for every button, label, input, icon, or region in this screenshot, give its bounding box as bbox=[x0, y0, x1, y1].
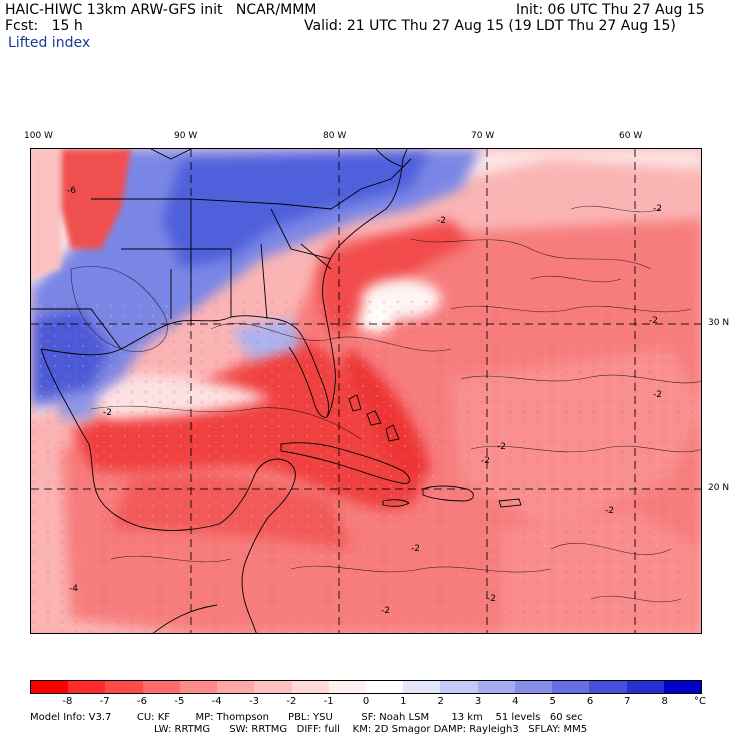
colorbar-tick-label: -8 bbox=[62, 696, 73, 707]
lon-label-60w: 60 W bbox=[619, 131, 643, 141]
coastlines bbox=[31, 149, 522, 633]
colorbar-cell bbox=[68, 681, 106, 693]
colorbar-tick-label: -6 bbox=[137, 696, 147, 707]
model-title: HAIC-HIWC 13km ARW-GFS init NCAR/MMM bbox=[5, 2, 317, 18]
colorbar-cell bbox=[254, 681, 292, 693]
contour-label: -2 bbox=[653, 390, 662, 400]
contours bbox=[70, 205, 701, 603]
lon-label-70w: 70 W bbox=[471, 131, 495, 141]
contour-label: -2 bbox=[487, 594, 496, 604]
field-texture bbox=[31, 299, 701, 633]
valid-time: Valid: 21 UTC Thu 27 Aug 15 (19 LDT Thu … bbox=[304, 18, 676, 34]
colorbar-cell bbox=[217, 681, 255, 693]
colorbar-tick-label: -4 bbox=[211, 696, 222, 707]
colorbar-tick-label: 6 bbox=[586, 696, 594, 707]
lifted-index-map: -6 -2 -2 -2 -2 -4 -2 -2 -2 -2 -2 -2 -2 bbox=[30, 148, 702, 634]
colorbar-tick-label: 5 bbox=[549, 696, 556, 707]
colorbar-tick-label: 7 bbox=[624, 696, 631, 707]
contour-label: -2 bbox=[653, 204, 662, 214]
colorbar-cell bbox=[142, 681, 180, 693]
field-name: Lifted index bbox=[8, 35, 91, 51]
contour-label: -4 bbox=[69, 584, 78, 594]
colorbar-cell bbox=[179, 681, 218, 693]
colorbar-cell bbox=[365, 681, 404, 693]
colorbar-tick-label: -3 bbox=[249, 696, 259, 707]
colorbar-cell bbox=[328, 681, 366, 693]
colorbar-unit: °C bbox=[694, 696, 706, 707]
lat-label-30n: 30 N bbox=[708, 318, 730, 328]
lon-label-90w: 90 W bbox=[174, 131, 198, 141]
colorbar-tick-label: -1 bbox=[323, 696, 334, 707]
colorbar-cell bbox=[663, 681, 701, 693]
contour-label: -2 bbox=[103, 408, 112, 418]
colorbar-cell bbox=[589, 681, 627, 693]
colorbar-cell bbox=[440, 681, 478, 693]
contour-label: -2 bbox=[437, 216, 446, 226]
contour-label: -2 bbox=[605, 506, 614, 516]
forecast-hour: Fcst: 15 h bbox=[5, 18, 83, 34]
colorbar-cell bbox=[626, 681, 664, 693]
colorbar-tick-label: -2 bbox=[286, 696, 297, 707]
colorbar-tick-label: 3 bbox=[474, 696, 482, 707]
colorbar-cell bbox=[403, 681, 441, 693]
colorbar-cell bbox=[514, 681, 553, 693]
colorbar-cell bbox=[105, 681, 143, 693]
contour-label: -2 bbox=[381, 606, 390, 616]
contour-label: -6 bbox=[67, 186, 76, 196]
init-time: Init: 06 UTC Thu 27 Aug 15 bbox=[516, 2, 705, 18]
colorbar-tick-label: 1 bbox=[400, 696, 407, 707]
lat-label-20n: 20 N bbox=[708, 483, 730, 493]
colorbar bbox=[30, 680, 702, 694]
colorbar-cell bbox=[291, 681, 329, 693]
lon-label-100w: 100 W bbox=[24, 131, 53, 141]
contour-label: -2 bbox=[497, 442, 506, 452]
colorbar-tick-label: 0 bbox=[362, 696, 370, 707]
colorbar-tick-label: 2 bbox=[437, 696, 444, 707]
colorbar-tick-label: -7 bbox=[99, 696, 110, 707]
contour-label: -2 bbox=[649, 316, 658, 326]
contour-label: -2 bbox=[481, 456, 490, 466]
colorbar-cell bbox=[477, 681, 515, 693]
footer-model-info: Model Info: V3.7 CU: KF MP: Thompson PBL… bbox=[30, 712, 583, 723]
colorbar-cell bbox=[552, 681, 590, 693]
colorbar-tick-label: 4 bbox=[512, 696, 519, 707]
contour-labels: -6 -2 -2 -2 -2 -4 -2 -2 -2 -2 -2 -2 -2 bbox=[67, 186, 662, 616]
colorbar-tick-label: 8 bbox=[661, 696, 668, 707]
footer-physics: LW: RRTMG SW: RRTMG DIFF: full KM: 2D Sm… bbox=[154, 724, 588, 735]
colorbar-cell bbox=[31, 681, 69, 693]
lon-label-80w: 80 W bbox=[323, 131, 347, 141]
contour-label: -2 bbox=[411, 544, 420, 554]
colorbar-tick-label: -5 bbox=[174, 696, 185, 707]
map-canvas: -6 -2 -2 -2 -2 -4 -2 -2 -2 -2 -2 -2 -2 bbox=[31, 149, 701, 633]
